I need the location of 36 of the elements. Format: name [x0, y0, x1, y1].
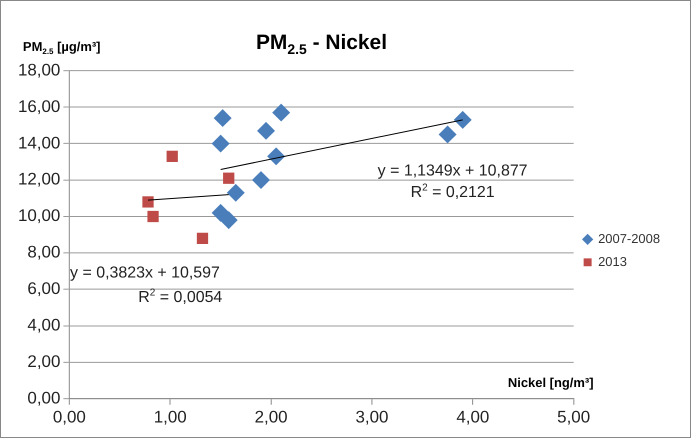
point	[454, 110, 472, 129]
annotation: y = 0,3823x + 10,597	[70, 264, 220, 282]
y-tick-label: 16,00	[18, 96, 60, 116]
point	[142, 196, 154, 208]
point	[272, 104, 290, 122]
point	[212, 134, 230, 153]
y-tick-label: 0,00	[27, 388, 60, 408]
point	[196, 232, 208, 244]
point	[267, 147, 286, 166]
point	[214, 109, 232, 128]
point	[438, 126, 457, 144]
y-tick-label: 18,00	[18, 60, 60, 80]
point	[257, 122, 276, 140]
y-tick-label: 2,00	[27, 352, 60, 371]
point	[166, 150, 178, 162]
x-tick-label: 2,00	[254, 408, 288, 427]
point	[223, 172, 234, 184]
x-tick-label: 0,00	[52, 408, 86, 427]
y-tick-label: 14,00	[18, 133, 60, 152]
y-tick-label: 6,00	[27, 279, 60, 298]
point	[220, 211, 238, 230]
x-tick-label: 3,00	[355, 408, 388, 427]
y-tick-label: 12,00	[18, 170, 60, 189]
point	[226, 184, 245, 202]
point	[252, 171, 270, 190]
x-tick-label: 1,00	[154, 408, 187, 427]
annotation: y = 1,1349x + 10,877	[378, 162, 528, 180]
x-tick-label: 5,00	[557, 408, 590, 427]
y-tick-label: 10,00	[18, 206, 60, 226]
y-tick-label: 8,00	[27, 242, 60, 262]
legend-label: 2007-2008	[598, 230, 660, 246]
legend-label: 2013	[598, 254, 627, 269]
x-tick-label: 4,00	[456, 408, 490, 427]
y-tick-label: 4,00	[27, 316, 60, 335]
point	[147, 210, 159, 222]
x-axis-title: Nickel [ng/m³]	[508, 374, 594, 390]
